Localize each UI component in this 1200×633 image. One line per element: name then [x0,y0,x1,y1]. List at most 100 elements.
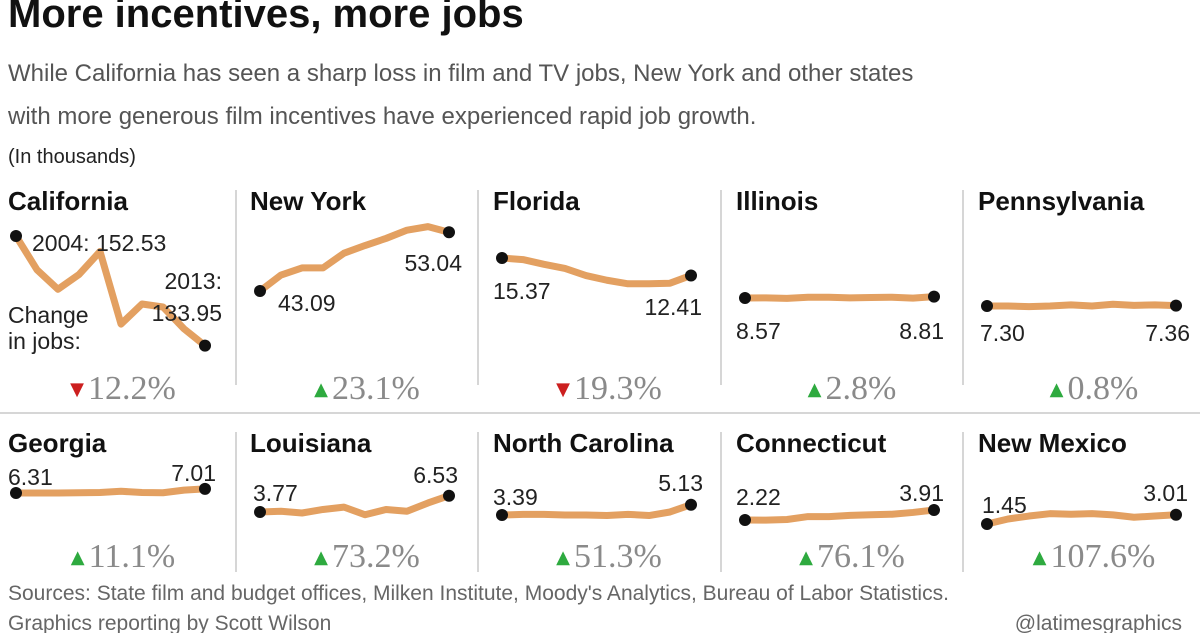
percent-change-value: 11.1% [88,538,176,575]
florida-start-point [496,252,508,264]
new-york-end-label: 53.04 [404,250,462,276]
panel-divider [477,190,479,385]
panel-title-california: California [8,186,128,216]
georgia-percent-change: ▲ 11.1% [48,538,198,576]
new-mexico-start-label: 1.45 [982,492,1027,518]
illinois-end-point [928,290,940,303]
sources-note: Sources: State film and budget offices, … [8,582,949,605]
florida-percent-change: ▼ 19.3% [534,370,684,408]
illinois-percent-change: ▲ 2.8% [777,370,927,408]
connecticut-percent-change: ▲ 76.1% [777,538,927,576]
panel-divider [962,432,964,572]
up-triangle-icon: ▲ [556,546,570,568]
louisiana-end-label: 6.53 [413,462,458,488]
florida-series-line [498,254,695,288]
georgia-end-point [199,482,211,495]
percent-change-value: 2.8% [825,370,897,407]
percent-change-value: 107.6% [1050,538,1156,575]
panel-divider [720,432,722,572]
percent-change-value: 0.8% [1067,370,1139,407]
percent-change-value: 12.2% [88,370,176,407]
illinois-series-line [741,293,938,302]
california-end-label: 133.95 [151,300,222,326]
unit-note: (In thousands) [8,146,136,168]
panel-title-connecticut: Connecticut [736,428,887,458]
new-mexico-series-line [983,510,1180,528]
panel-divider [720,190,722,385]
connecticut-end-label: 3.91 [899,480,944,506]
panel-title-new-mexico: New Mexico [978,428,1127,458]
percent-change-value: 73.2% [332,538,420,575]
connecticut-start-point [739,514,751,526]
down-triangle-icon: ▼ [70,378,84,400]
new-mexico-start-point [981,518,993,530]
pennsylvania-start-label: 7.30 [980,320,1025,346]
georgia-series-line [12,485,209,497]
florida-start-label: 15.37 [493,278,551,304]
up-triangle-icon: ▲ [799,546,813,568]
illinois-start-point [739,292,751,304]
illinois-start-label: 8.57 [736,318,781,344]
louisiana-percent-change: ▲ 73.2% [292,538,442,576]
credit-note: Graphics reporting by Scott Wilson [8,612,332,633]
new-york-start-label: 43.09 [278,290,336,316]
panel-title-florida: Florida [493,186,580,216]
panel-title-georgia: Georgia [8,428,107,458]
up-triangle-icon: ▲ [314,546,328,568]
panel-divider [477,432,479,572]
florida-end-point [685,269,697,282]
pennsylvania-series-line [983,300,1180,311]
georgia-start-label: 6.31 [8,464,53,490]
new-york-end-point [443,226,455,239]
up-triangle-icon: ▲ [807,378,822,400]
north-carolina-series-line [498,501,695,520]
connecticut-series-line [741,506,938,524]
subtitle-line-1: While California has seen a sharp loss i… [8,60,914,87]
north-carolina-end-label: 5.13 [658,470,703,496]
new-mexico-end-point [1170,508,1182,521]
up-triangle-icon: ▲ [70,546,85,568]
connecticut-start-label: 2.22 [736,484,781,510]
louisiana-series-line [256,492,453,519]
percent-change-value: 76.1% [817,538,905,575]
panel-title-north-carolina: North Carolina [493,428,674,458]
pennsylvania-end-label: 7.36 [1145,320,1190,346]
louisiana-start-label: 3.77 [253,480,298,506]
new-york-start-point [254,285,266,297]
connecticut-end-point [928,504,940,517]
panel-title-new-york: New York [250,186,367,216]
california-end-year-label: 2013: [164,268,222,294]
north-carolina-start-label: 3.39 [493,484,538,510]
pennsylvania-start-point [981,300,993,312]
panel-title-illinois: Illinois [736,186,819,216]
florida-end-label: 12.41 [644,294,702,320]
new-mexico-percent-change: ▲ 107.6% [1019,538,1169,576]
panel-divider [235,432,237,572]
pennsylvania-percent-change: ▲ 0.8% [1019,370,1169,408]
georgia-start-point [10,487,22,499]
up-triangle-icon: ▲ [1032,546,1047,568]
down-triangle-icon: ▼ [556,378,570,400]
illinois-end-label: 8.81 [899,318,944,344]
panel-divider [962,190,964,385]
change-label-line-1: Change [8,302,89,328]
california-start-label: 2004: 152.53 [32,230,167,256]
row-divider [0,412,1200,414]
georgia-end-label: 7.01 [171,460,216,486]
north-carolina-end-point [685,498,697,511]
louisiana-start-point [254,506,266,518]
california-start-point [10,230,22,242]
louisiana-end-point [443,489,455,502]
percent-change-value: 51.3% [574,538,662,575]
chart-title: More incentives, more jobs [8,0,524,36]
percent-change-value: 19.3% [574,370,662,407]
change-label-line-2: in jobs: [8,328,81,354]
panel-title-pennsylvania: Pennsylvania [978,186,1145,216]
north-carolina-start-point [496,509,508,521]
california-percent-change: ▼ 12.2% [48,370,198,408]
california-series-line [12,232,209,350]
up-triangle-icon: ▲ [1049,378,1064,400]
new-mexico-end-label: 3.01 [1143,480,1188,506]
